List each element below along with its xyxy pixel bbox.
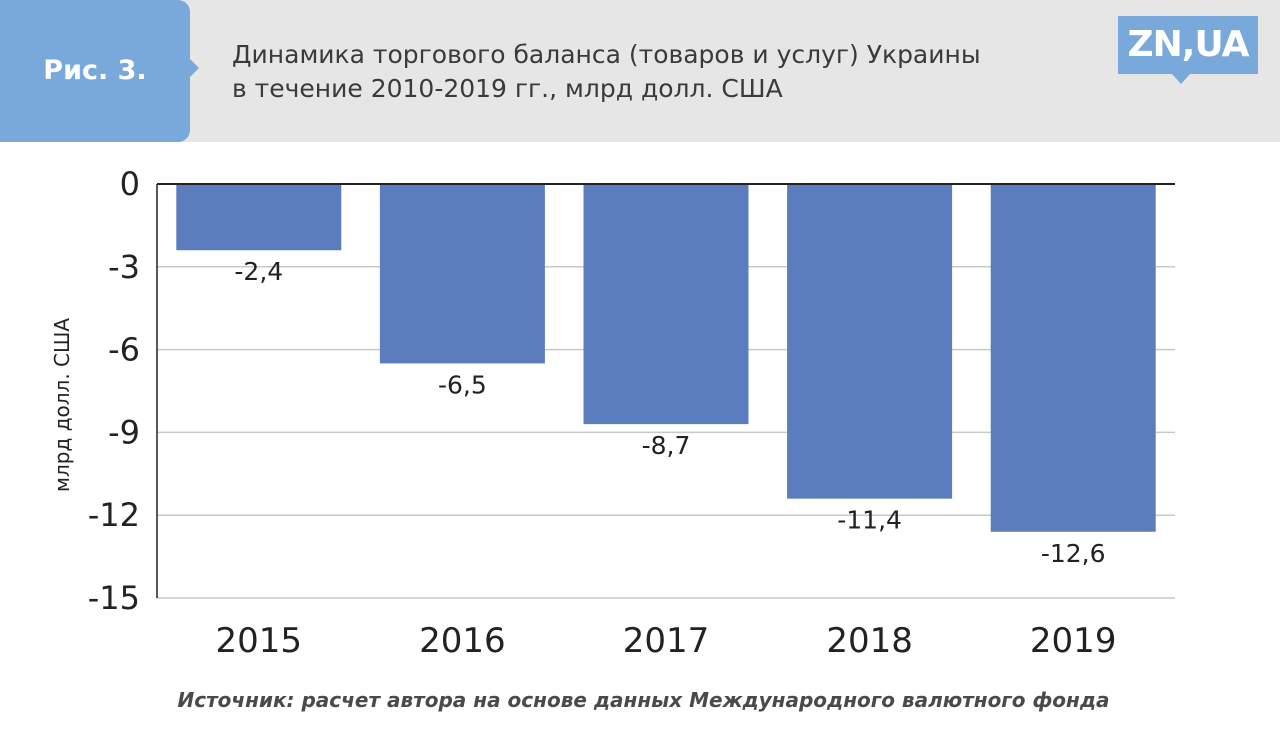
zn-ua-logo: ZN,UA xyxy=(1118,16,1258,74)
bar xyxy=(990,184,1156,532)
x-tick-label: 2015 xyxy=(216,621,303,661)
x-tick-label: 2017 xyxy=(623,621,710,661)
bar xyxy=(787,184,953,499)
bars xyxy=(176,184,1156,532)
y-tick-label: 0 xyxy=(120,165,140,203)
header-band xyxy=(0,0,1280,142)
y-axis-label: млрд долл. США xyxy=(50,318,74,492)
y-tick-label: -12 xyxy=(88,496,140,534)
bar xyxy=(379,184,545,364)
y-tick-labels: 0 -3 -6 -9 -12 -15 xyxy=(88,165,140,617)
data-label: -8,7 xyxy=(642,431,691,460)
x-tick-label: 2016 xyxy=(419,621,506,661)
data-label: -2,4 xyxy=(234,257,283,286)
data-label: -6,5 xyxy=(438,370,487,399)
y-tick-label: -9 xyxy=(108,413,140,451)
bar xyxy=(176,184,342,251)
figure-badge xyxy=(0,0,190,142)
figure-label: Рис. 3. xyxy=(43,55,147,86)
source-note: Источник: расчет автора на основе данных… xyxy=(177,688,1110,712)
y-tick-label: -3 xyxy=(108,248,140,286)
x-tick-labels: 2015 2016 2017 2018 2019 xyxy=(216,621,1117,661)
figure-badge-pointer xyxy=(189,58,199,78)
bar xyxy=(583,184,749,425)
logo-speech-tail xyxy=(1172,74,1190,84)
x-tick-label: 2019 xyxy=(1030,621,1117,661)
axes xyxy=(156,183,1175,598)
data-label: -11,4 xyxy=(837,506,902,535)
x-tick-label: 2018 xyxy=(826,621,913,661)
logo-text: ZN,UA xyxy=(1127,24,1250,65)
chart-title-line-1: Динамика торгового баланса (товаров и ус… xyxy=(232,40,981,69)
chart-title: Динамика торгового баланса (товаров и ус… xyxy=(232,38,1052,106)
chart-title-line-2: в течение 2010-2019 гг., млрд долл. США xyxy=(232,74,783,103)
data-label: -12,6 xyxy=(1041,539,1106,568)
data-labels: -2,4 -6,5 -8,7 -11,4 -12,6 xyxy=(234,257,1105,568)
y-tick-label: -6 xyxy=(108,331,140,369)
y-tick-label: -15 xyxy=(88,579,140,617)
